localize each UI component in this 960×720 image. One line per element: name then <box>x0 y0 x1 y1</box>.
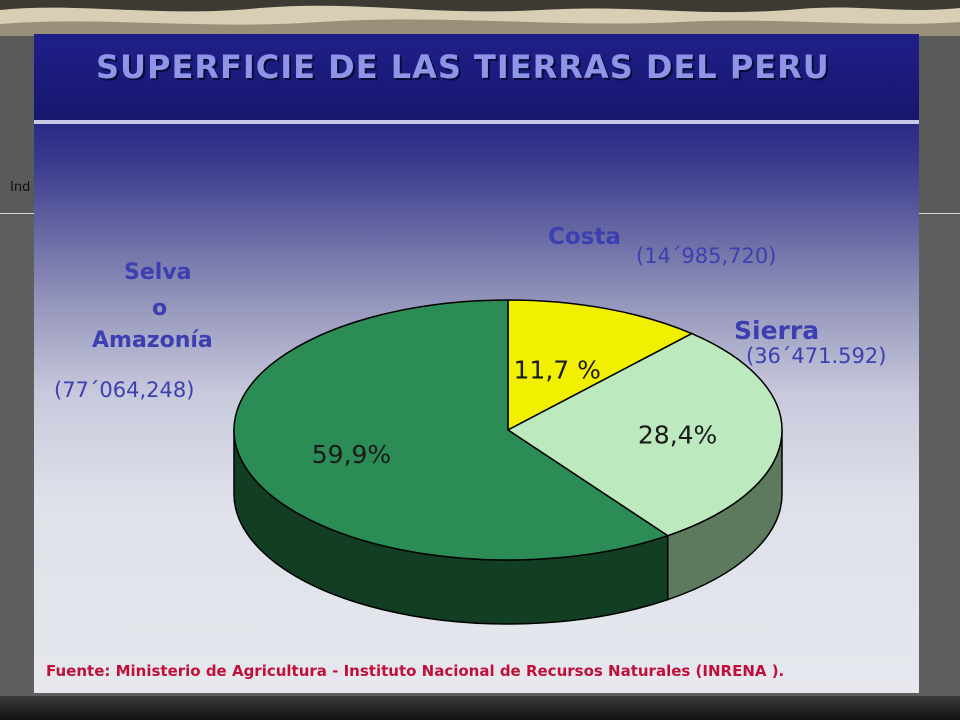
side-text: Ind <box>10 180 31 195</box>
label-costa: Costa <box>548 224 621 250</box>
value-sierra: (36´471.592) <box>746 344 887 368</box>
percent-label-costa: 11,7 % <box>514 355 601 384</box>
paper-border-image <box>0 0 960 36</box>
top-decorative-band <box>0 0 960 36</box>
value-costa: (14´985,720) <box>636 244 777 268</box>
label-selva-line-1: Selva <box>124 260 192 285</box>
bottom-band <box>0 696 960 720</box>
percent-label-selva: 59,9% <box>312 440 391 469</box>
value-selva: (77´064,248) <box>54 378 195 402</box>
pie-chart: 11,7 % 28,4% 59,9% <box>233 299 783 625</box>
pie-slice-selva <box>233 299 670 561</box>
label-selva-line-3: Amazonía <box>92 328 213 353</box>
label-sierra: Sierra <box>734 316 820 345</box>
chart-title: SUPERFICIE DE LAS TIERRAS DEL PERU <box>96 48 830 86</box>
percent-label-sierra: 28,4% <box>638 421 717 450</box>
source-note: Fuente: Ministerio de Agricultura - Inst… <box>46 662 785 680</box>
slide-image: SUPERFICIE DE LAS TIERRAS DEL PERU 11,7 … <box>34 34 919 693</box>
pie-slice-sierra <box>506 332 783 537</box>
title-bar: SUPERFICIE DE LAS TIERRAS DEL PERU <box>34 34 919 124</box>
pie-slice-costa <box>507 299 694 432</box>
label-selva-line-2: o <box>152 296 168 321</box>
